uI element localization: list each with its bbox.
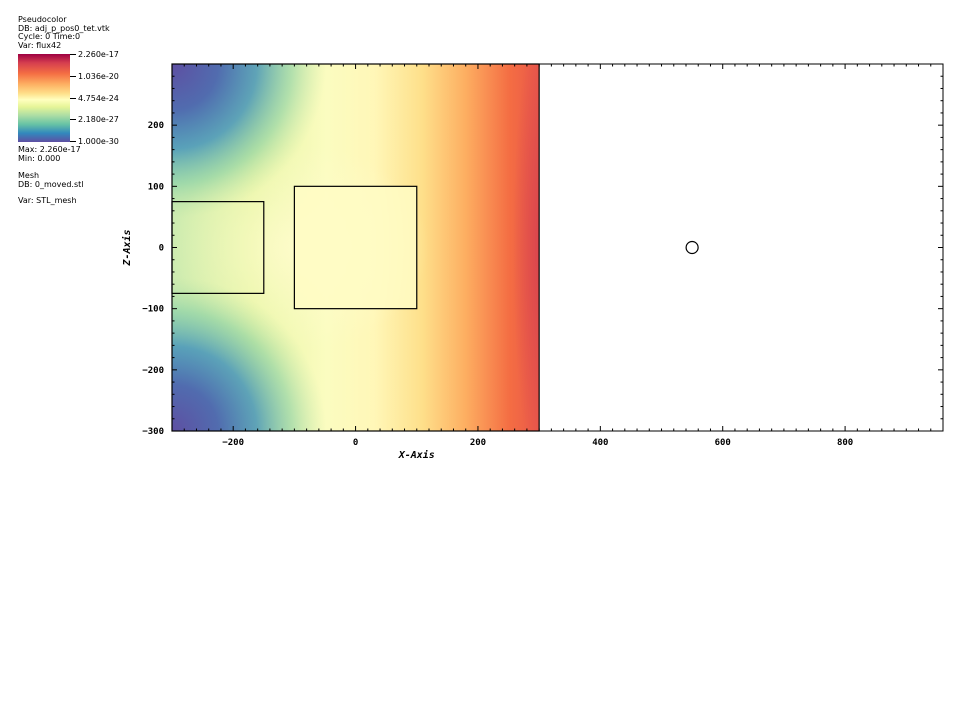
- y-tick-label: 100: [148, 182, 164, 192]
- x-axis-label: X-Axis: [398, 449, 435, 461]
- colorbar-label: 1.036e-20: [78, 72, 119, 81]
- x-tick-label: 0: [353, 438, 358, 448]
- mesh-legend-db: DB: 0_moved.stl: [18, 179, 84, 189]
- legend-min: Min: 0.000: [18, 153, 61, 163]
- x-tick-label: 400: [592, 438, 608, 448]
- pseudocolor-legend: Pseudocolor DB: adj_p_pos0_tet.vtk Cycle…: [18, 15, 110, 50]
- colorbar-tick: [70, 119, 76, 120]
- colorbar-tick: [70, 54, 76, 55]
- colorbar-tick: [70, 76, 76, 77]
- y-tick-label: −300: [142, 427, 164, 437]
- mesh-rect: [293, 185, 418, 310]
- colorbar-label: 4.754e-24: [78, 94, 119, 103]
- legend-db: DB: adj_p_pos0_tet.vtk: [18, 23, 110, 33]
- x-tick-label: 200: [470, 438, 486, 448]
- colorbar-label: 1.000e-30: [78, 137, 119, 146]
- colorbar-gradient: [18, 54, 70, 142]
- mesh-legend: Mesh DB: 0_moved.stl Var: STL_mesh: [18, 171, 84, 206]
- mesh-legend-title: Mesh: [18, 171, 40, 180]
- legend-minmax: Max: 2.260e-17 Min: 0.000: [18, 145, 81, 163]
- y-axis-label: Z-Axis: [121, 229, 133, 266]
- y-tick-label: 200: [148, 121, 164, 131]
- y-tick-label: −200: [142, 366, 164, 376]
- legend-cycle-time: Cycle: 0 Time:0: [18, 32, 81, 42]
- legend-max: Max: 2.260e-17: [18, 145, 81, 154]
- legend-var: Var: flux42: [18, 40, 62, 50]
- y-tick-label: 0: [159, 244, 164, 254]
- mesh-circle: [685, 240, 699, 255]
- axes: −200 0 200 400 600 800 −300 −200 −100 0 100 200 X-Ax…: [121, 63, 944, 461]
- colorbar-tick: [70, 98, 76, 99]
- mesh-legend-var: Var: STL_mesh: [18, 196, 77, 206]
- colorbar: 2.260e-17 1.036e-20 4.754e-24 2.180e-27 …: [18, 50, 119, 146]
- colorbar-label: 2.260e-17: [78, 50, 119, 59]
- y-tick-label: −100: [142, 305, 164, 315]
- field-red-edge: [495, 64, 540, 431]
- x-tick-label: −200: [222, 438, 244, 448]
- legend-plot-type: Pseudocolor: [18, 15, 67, 24]
- x-tick-label: 800: [837, 438, 853, 448]
- colorbar-tick: [70, 141, 76, 142]
- colorbar-label: 2.180e-27: [78, 115, 119, 124]
- x-tick-label: 600: [715, 438, 731, 448]
